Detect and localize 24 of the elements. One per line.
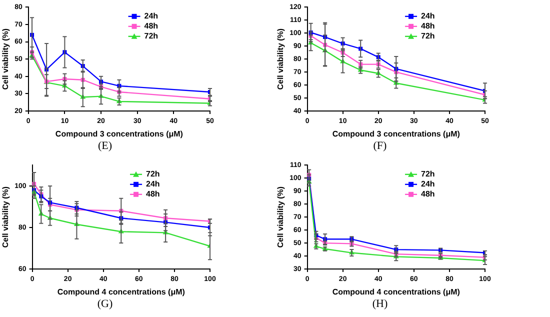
legend-label: 72h xyxy=(421,32,435,41)
legend-label: 24h xyxy=(421,180,435,189)
x-axis-title: Compound 3 concentrations (μM) xyxy=(55,129,184,138)
x-axis-title: Compound 4 concentrations (μM) xyxy=(332,287,460,296)
legend-label: 72h xyxy=(144,32,158,41)
x-axis-title: Compound 4 concentrations (μM) xyxy=(57,287,186,296)
text: (E) xyxy=(96,140,114,152)
legend-label: 48h xyxy=(144,22,158,31)
text: (G) xyxy=(96,298,114,310)
legend-label: 24h xyxy=(146,180,160,189)
text: (F) xyxy=(372,140,388,152)
text: (H) xyxy=(371,298,389,310)
y-axis-title: Cell viability (%) xyxy=(1,186,10,248)
y-axis-title: Cell viability (%) xyxy=(276,28,286,90)
legend-label: 72h xyxy=(146,170,160,179)
x-axis-title: Compound 3 concentrations (μM) xyxy=(332,129,460,138)
legend-label: 72h xyxy=(421,170,435,179)
legend-label: 24h xyxy=(144,12,158,21)
y-axis-title: Cell viability (%) xyxy=(1,28,10,90)
legend-label: 24h xyxy=(421,12,435,21)
legend-label: 48h xyxy=(421,22,435,31)
y-axis-title: Cell viability (%) xyxy=(276,186,286,248)
legend-label: 48h xyxy=(146,190,160,199)
legend-label: 48h xyxy=(421,190,435,199)
